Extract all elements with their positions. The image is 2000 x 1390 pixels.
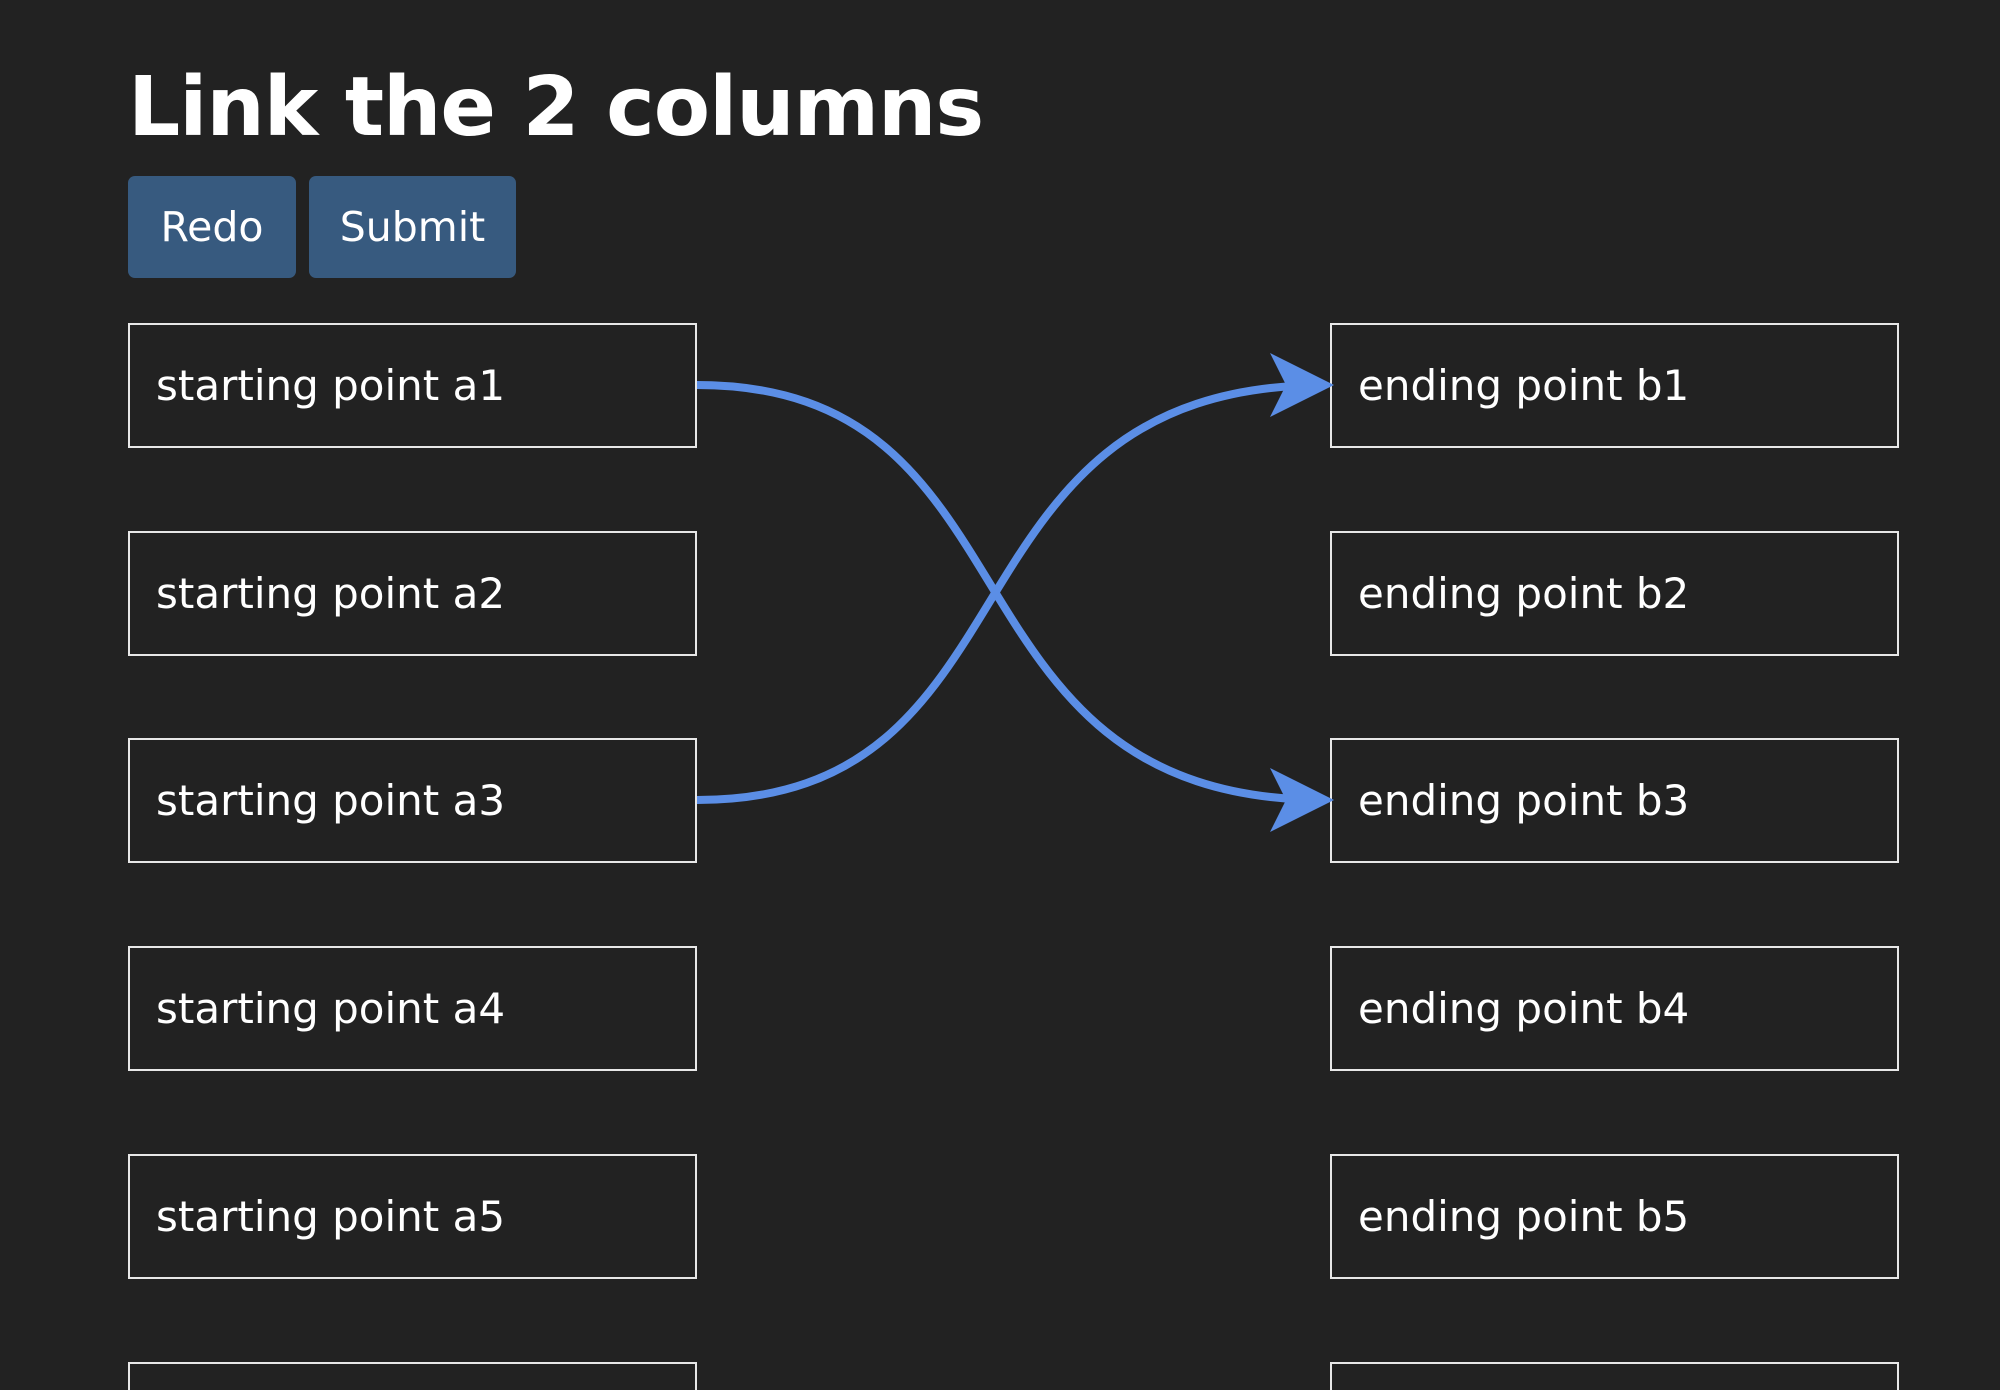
ending-point-b3[interactable]: ending point b3 xyxy=(1330,738,1899,863)
ending-point-b2[interactable]: ending point b2 xyxy=(1330,531,1899,656)
starting-point-a1[interactable]: starting point a1 xyxy=(128,323,697,448)
ending-point-b4[interactable]: ending point b4 xyxy=(1330,946,1899,1071)
redo-button[interactable]: Redo xyxy=(128,176,296,278)
starting-point-label: starting point a1 xyxy=(156,361,506,410)
page-title: Link the 2 columns xyxy=(128,60,984,155)
starting-point-a4[interactable]: starting point a4 xyxy=(128,946,697,1071)
link-arrow-a3-b1 xyxy=(696,353,1334,804)
starting-point-label: starting point a3 xyxy=(156,776,506,825)
starting-point-a2[interactable]: starting point a2 xyxy=(128,531,697,656)
ending-point-label: ending point b5 xyxy=(1358,1192,1690,1241)
starting-point-label: starting point a4 xyxy=(156,984,506,1033)
ending-point-label: ending point b2 xyxy=(1358,569,1690,618)
starting-point-label: starting point a5 xyxy=(156,1192,506,1241)
ending-point-label: ending point b1 xyxy=(1358,361,1690,410)
ending-point-label: ending point b4 xyxy=(1358,984,1690,1033)
ending-point-label: ending point b3 xyxy=(1358,776,1690,825)
ending-point-b6[interactable] xyxy=(1330,1362,1899,1390)
starting-point-a3[interactable]: starting point a3 xyxy=(128,738,697,863)
submit-button[interactable]: Submit xyxy=(309,176,516,278)
starting-point-a5[interactable]: starting point a5 xyxy=(128,1154,697,1279)
starting-point-a6[interactable] xyxy=(128,1362,697,1390)
ending-point-b1[interactable]: ending point b1 xyxy=(1330,323,1899,448)
link-arrow-a1-b3 xyxy=(696,381,1334,832)
ending-point-b5[interactable]: ending point b5 xyxy=(1330,1154,1899,1279)
starting-point-label: starting point a2 xyxy=(156,569,506,618)
